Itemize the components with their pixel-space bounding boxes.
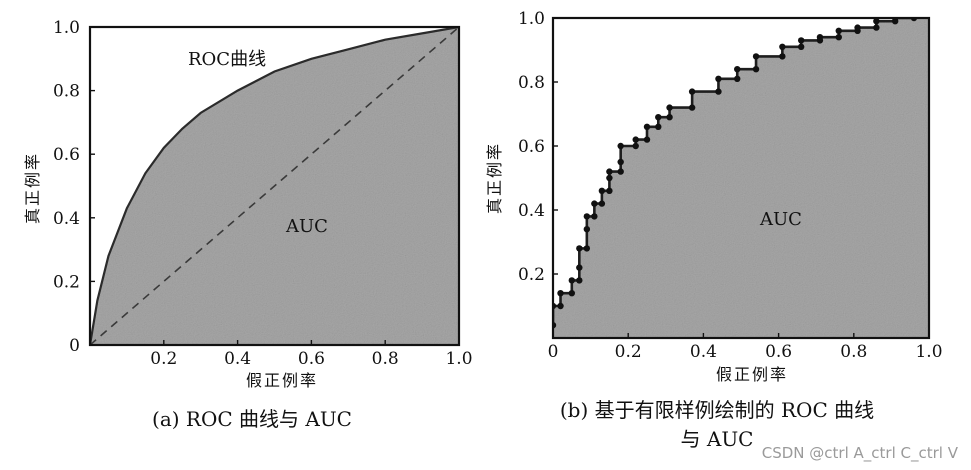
roc-point-b [617,168,624,175]
caption-a: (a) ROC 曲线与 AUC [152,407,352,431]
roc-point-b [617,142,624,150]
x-axis-label-a: 假正例率 [246,371,318,390]
roc-point-b [591,200,598,207]
x-tick-label-b: 0.8 [840,342,867,362]
roc-point-b [835,34,842,41]
roc-point-b [779,53,786,60]
x-tick-label-a: 1.0 [445,349,472,369]
y-axis-label-b: 真正例率 [485,142,504,214]
roc-point-b [557,290,564,297]
roc-point-b [632,142,639,150]
roc-point-b [797,43,805,50]
roc-point-b [591,213,598,220]
roc-point-b [606,168,613,175]
auc-label-a: AUC [285,216,328,237]
roc-point-b [583,213,591,220]
x-tick-label-a: 0.2 [150,349,177,369]
tick-labels-a: 0.2 0.4 0.6 0.8 1.0 0 0.2 0.4 0.6 0.8 1.0 [53,18,473,369]
roc-point-b [632,136,639,143]
roc-chart-a: 0.2 0.4 0.6 0.8 1.0 0 0.2 0.4 0.6 0.8 1.0 ROC曲线 AU… [23,18,473,431]
roc-point-b [816,34,824,41]
roc-point-b [873,24,880,31]
x-tick-label-a: 0.4 [224,349,251,369]
y-tick-label-b: 1.0 [518,9,545,29]
roc-point-b [835,27,842,34]
roc-curve-label: ROC曲线 [188,49,266,70]
tick-labels-b: 0 0.2 0.4 0.6 0.8 1.0 0.2 0.4 0.6 0.8 1.0 [518,9,943,362]
roc-point-b [583,226,591,233]
auc-label-b: AUC [759,209,802,230]
roc-chart-b: 0 0.2 0.4 0.6 0.8 1.0 0.2 0.4 0.6 0.8 1.0 AUC 真正例率… [485,9,943,451]
plot-frame-a [88,25,461,347]
watermark: CSDN @ctrl A_ctrl C_ctrl V [762,444,959,463]
roc-point-b [779,43,786,50]
x-tick-label-b: 0 [548,342,559,362]
roc-point-b [576,264,583,271]
roc-point-b [643,123,651,130]
y-tick-label-b: 0.4 [518,201,545,221]
x-tick-label-b: 0.6 [765,342,792,362]
x-tick-label-a: 0.6 [298,349,325,369]
roc-point-b [583,245,591,252]
roc-point-b [715,75,722,83]
roc-point-b [666,104,673,111]
roc-point-b [568,277,575,284]
y-tick-label-a: 1.0 [53,18,80,38]
roc-point-b [688,88,696,95]
y-tick-label-a: 0.2 [53,272,80,292]
y-axis-label-a: 真正例率 [23,152,42,224]
roc-point-b [854,24,861,31]
roc-point-b [557,302,564,310]
y-tick-label-a: 0.4 [53,209,80,229]
roc-point-b [655,123,662,130]
roc-curve-line-a [90,27,459,345]
caption-b-line-2: 与 AUC [681,427,754,451]
roc-point-b [598,187,606,194]
roc-point-b [617,158,624,166]
auc-area-b [553,18,929,338]
y-tick-label-b: 0.2 [518,265,545,285]
y-tick-label-a: 0.8 [53,82,80,102]
roc-point-b [873,18,880,25]
roc-point-b [643,136,651,143]
roc-point-b [568,290,575,297]
axes-b [551,16,931,340]
x-tick-label-b: 0.2 [615,342,642,362]
plot-area-b [553,18,929,338]
y-tick-label-b: 0.8 [518,73,545,93]
roc-point-b [734,66,741,73]
roc-point-b [606,174,613,182]
roc-point-b [688,104,696,111]
plot-area-a [90,27,459,345]
x-tick-label-b: 1.0 [915,342,942,362]
y-tick-label-b: 0.6 [518,137,545,157]
roc-point-b [666,114,673,121]
roc-point-b [715,88,722,95]
x-axis-label-b: 假正例率 [716,365,788,384]
roc-point-b [734,75,741,83]
plot-frame-b [551,16,931,340]
random-guess-diagonal [90,27,459,345]
roc-point-b [797,37,805,44]
roc-point-b [606,187,613,194]
roc-point-b [598,200,606,207]
roc-point-b [655,114,662,121]
roc-point-b [576,245,583,252]
x-tick-label-a: 0.8 [372,349,399,369]
y-tick-label-a: 0.6 [53,145,80,165]
caption-b-line-1: (b) 基于有限样例绘制的 ROC 曲线 [560,398,874,422]
x-tick-label-b: 0.4 [690,342,717,362]
roc-point-b [576,277,583,284]
axes-a [88,25,461,347]
roc-point-b [752,66,760,73]
roc-point-b [752,53,760,60]
y-tick-label-a: 0 [69,336,80,356]
